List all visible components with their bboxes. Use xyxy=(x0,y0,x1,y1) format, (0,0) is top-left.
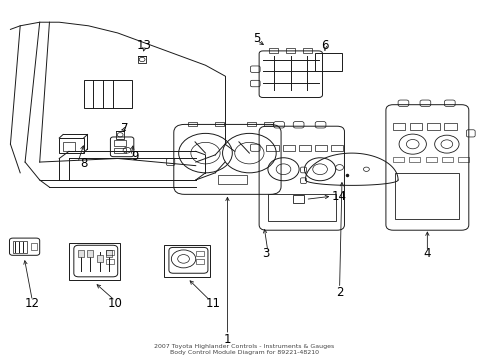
Bar xyxy=(195,251,203,256)
Bar xyxy=(392,157,403,162)
Bar xyxy=(116,131,124,139)
Bar xyxy=(195,259,203,264)
Bar xyxy=(392,123,405,130)
Bar xyxy=(78,261,84,268)
Bar xyxy=(285,48,294,53)
Bar xyxy=(97,255,102,262)
Text: 13: 13 xyxy=(137,39,152,52)
Bar xyxy=(441,157,452,162)
Bar xyxy=(87,261,93,268)
Bar xyxy=(63,142,75,151)
Text: 3: 3 xyxy=(261,247,268,260)
Bar xyxy=(106,250,114,255)
Bar xyxy=(444,123,456,130)
Text: 2007 Toyota Highlander Controls - Instruments & Gauges
Body Control Module Diagr: 2007 Toyota Highlander Controls - Instru… xyxy=(154,344,334,355)
Bar xyxy=(457,157,468,162)
Bar xyxy=(315,53,341,71)
Bar xyxy=(299,145,311,151)
Text: 4: 4 xyxy=(423,247,430,260)
Bar xyxy=(330,145,343,151)
Text: 12: 12 xyxy=(25,297,40,310)
Bar xyxy=(425,157,436,162)
Bar xyxy=(409,123,422,130)
Bar xyxy=(31,243,37,250)
Bar xyxy=(215,122,224,126)
Bar xyxy=(246,122,255,126)
Bar xyxy=(188,122,197,126)
Text: 2: 2 xyxy=(335,287,343,300)
Text: 7: 7 xyxy=(121,122,128,135)
Bar xyxy=(268,48,277,53)
Bar xyxy=(266,145,278,151)
Bar xyxy=(13,241,27,253)
Bar xyxy=(163,244,210,277)
Text: 5: 5 xyxy=(252,32,260,45)
Text: 8: 8 xyxy=(80,157,87,170)
Bar xyxy=(315,145,327,151)
Bar xyxy=(83,80,132,108)
Bar xyxy=(59,138,83,153)
Text: 11: 11 xyxy=(205,297,220,310)
Bar xyxy=(106,261,112,268)
Bar xyxy=(264,122,272,126)
Bar xyxy=(427,123,439,130)
Bar xyxy=(394,173,458,220)
Bar xyxy=(138,55,146,63)
Bar xyxy=(69,243,120,280)
Bar xyxy=(114,148,126,153)
Text: 9: 9 xyxy=(131,150,138,163)
Bar xyxy=(282,145,294,151)
Bar xyxy=(303,48,311,53)
Bar xyxy=(217,175,246,184)
Text: 10: 10 xyxy=(108,297,122,310)
Bar xyxy=(114,140,126,146)
Bar xyxy=(408,157,419,162)
Text: 6: 6 xyxy=(321,39,328,52)
Bar xyxy=(293,195,304,203)
Bar xyxy=(267,194,335,221)
Bar xyxy=(106,259,114,264)
Text: 1: 1 xyxy=(223,333,231,346)
Text: 14: 14 xyxy=(331,190,346,203)
